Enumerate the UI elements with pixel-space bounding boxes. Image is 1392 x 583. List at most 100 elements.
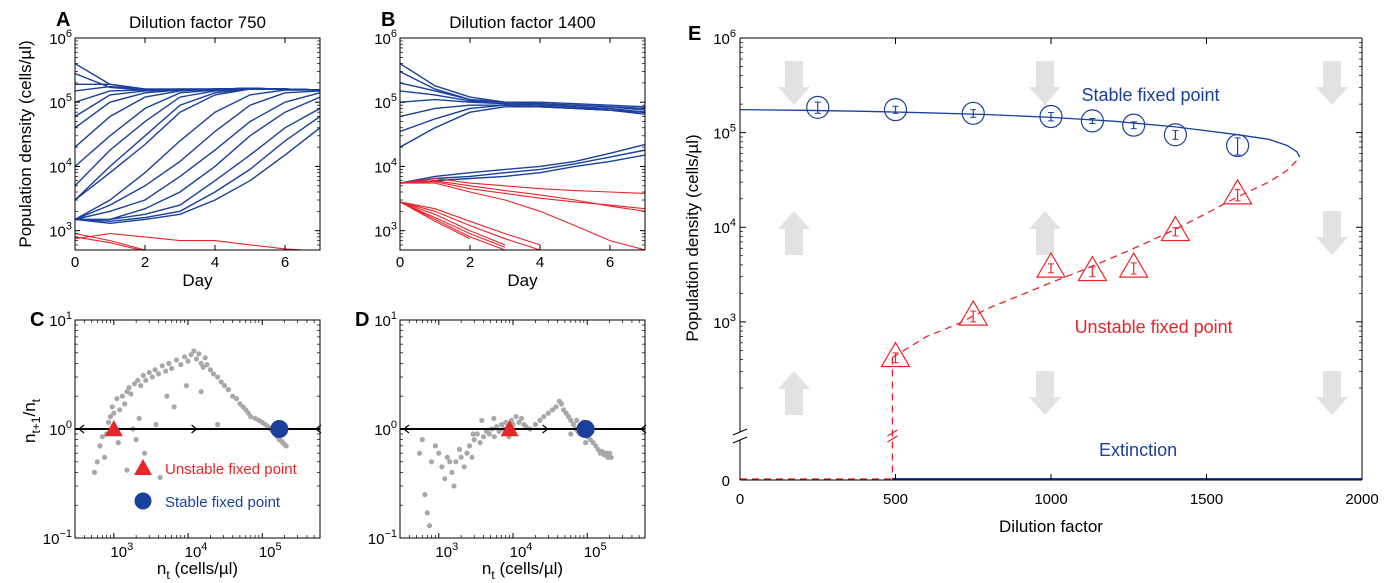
legend-unstable-label: Unstable fixed point [165, 461, 298, 478]
data-point-C-29 [159, 363, 165, 369]
x-tick-label-D-2-text: 105 [584, 541, 607, 561]
data-point-D-17 [464, 450, 470, 456]
axis-break-mark-2 [732, 436, 748, 444]
series-line-B-8 [400, 143, 645, 184]
x-tick-label-E-3: 1500 [1190, 491, 1223, 508]
x-tick-label-C-0-text: 103 [110, 541, 133, 561]
panel-letter-A: A [56, 9, 70, 31]
data-point-C-11 [115, 440, 121, 446]
unstable-point-4 [1118, 251, 1149, 278]
data-point-D-38 [518, 415, 525, 421]
data-point-D-30 [498, 421, 505, 428]
data-point-C-21 [135, 377, 141, 383]
data-point-C-78 [183, 383, 189, 389]
data-point-D-77 [479, 417, 485, 423]
unstable-branch-curve [892, 156, 1301, 359]
series-line-B-0 [400, 63, 645, 108]
series-line-A-7 [75, 87, 320, 148]
data-point-C-28 [155, 371, 162, 377]
series-line-B-20 [400, 201, 471, 240]
data-point-C-22 [138, 383, 144, 389]
flow-arrow-up-3 [778, 211, 810, 255]
series-line-B-12 [400, 181, 645, 210]
data-point-D-49 [558, 401, 565, 407]
stable-point-0 [806, 95, 830, 119]
unstable-point-5 [1160, 215, 1191, 242]
series-line-B-13 [400, 180, 645, 212]
data-point-C-30 [163, 368, 169, 374]
data-point-D-52 [566, 414, 572, 420]
x-tick-label-A-1: 2 [141, 254, 149, 271]
data-point-D-54 [570, 421, 577, 428]
unstable-point-triangle-5 [1160, 215, 1191, 242]
y-tick-label-B-1-text: 104 [374, 156, 397, 176]
unstable-point-triangle-0 [880, 341, 911, 368]
y-axis-label-C: nt+1/nt [20, 398, 43, 443]
stable-point-circle-4 [1080, 109, 1104, 133]
x-tick-label-C-1-text: 104 [185, 541, 208, 561]
unstable-point-0 [880, 341, 911, 368]
axis-break-mark-1 [732, 428, 748, 436]
data-point-D-20 [471, 437, 477, 443]
series-line-A-14 [75, 92, 320, 221]
data-point-D-0 [416, 450, 423, 456]
unstable-point-2 [1035, 251, 1067, 278]
data-point-D-14 [456, 446, 463, 452]
data-point-C-48 [218, 379, 224, 385]
data-point-D-53 [568, 417, 574, 423]
x-tick-label-E-2: 1000 [1034, 491, 1067, 508]
series-group-A [75, 62, 320, 250]
y-tick-label-D-1: 100 [374, 419, 397, 439]
flow-arrow-mid-C [191, 424, 198, 434]
data-point-D-45 [545, 410, 552, 416]
data-point-C-52 [233, 396, 240, 402]
flow-arrow-down-1 [1029, 61, 1061, 105]
data-point-D-42 [532, 421, 539, 428]
x-tick-label-C-0: 103 [110, 541, 133, 561]
data-point-D-19 [469, 454, 475, 460]
data-point-D-21 [474, 431, 480, 437]
data-point-C-44 [204, 362, 210, 368]
data-point-D-44 [541, 414, 547, 420]
x-tick-label-B-0: 0 [396, 254, 404, 271]
y-tick-label-B-0-text: 103 [374, 221, 397, 241]
flow-arrow-down-0 [778, 61, 810, 105]
data-point-D-4 [426, 523, 433, 529]
data-point-D-72 [568, 431, 574, 437]
y-tick-label-C-2: 101 [49, 310, 72, 330]
x-axis-label-E: Dilution factor [999, 517, 1103, 536]
data-point-C-3 [99, 434, 105, 440]
data-point-D-16 [461, 464, 467, 470]
y-tick-label-E-3: 106 [713, 28, 736, 48]
data-point-C-72 [124, 467, 130, 473]
data-point-D-3 [424, 510, 430, 516]
data-point-D-13 [453, 459, 459, 465]
y-tick-label-E-0-text: 103 [713, 312, 736, 332]
series-line-A-16 [75, 107, 320, 221]
data-point-C-43 [202, 355, 208, 361]
data-point-C-1 [94, 459, 100, 465]
stable-point-4 [1080, 109, 1104, 133]
y-tick-label-D-0-text: 10−1 [368, 528, 397, 548]
x-tick-label-A-0: 0 [71, 254, 79, 271]
flow-arrow-down-7 [1029, 371, 1061, 415]
data-point-C-2 [97, 443, 103, 449]
flow-arrow-down-8 [1316, 371, 1348, 415]
stable-fixed-point-annotation: Stable fixed point [1081, 85, 1219, 105]
data-point-D-64 [595, 446, 601, 452]
panel-letter-E: E [688, 23, 701, 45]
series-line-B-16 [400, 201, 541, 250]
unstable-point-1 [958, 299, 989, 326]
y-tick-label-C-0: 10−1 [43, 528, 72, 548]
y-tick-label-A-2-text: 105 [49, 92, 72, 112]
data-point-C-47 [215, 374, 221, 380]
data-point-C-57 [248, 414, 254, 420]
y-tick-label-B-2-text: 105 [374, 92, 397, 112]
unstable-point-triangle-4 [1118, 251, 1149, 278]
data-point-D-2 [422, 492, 428, 498]
series-line-A-1 [75, 72, 320, 91]
extinction-annotation: Extinction [1099, 440, 1177, 460]
series-line-A-10 [75, 88, 320, 201]
data-point-C-9 [111, 410, 117, 416]
